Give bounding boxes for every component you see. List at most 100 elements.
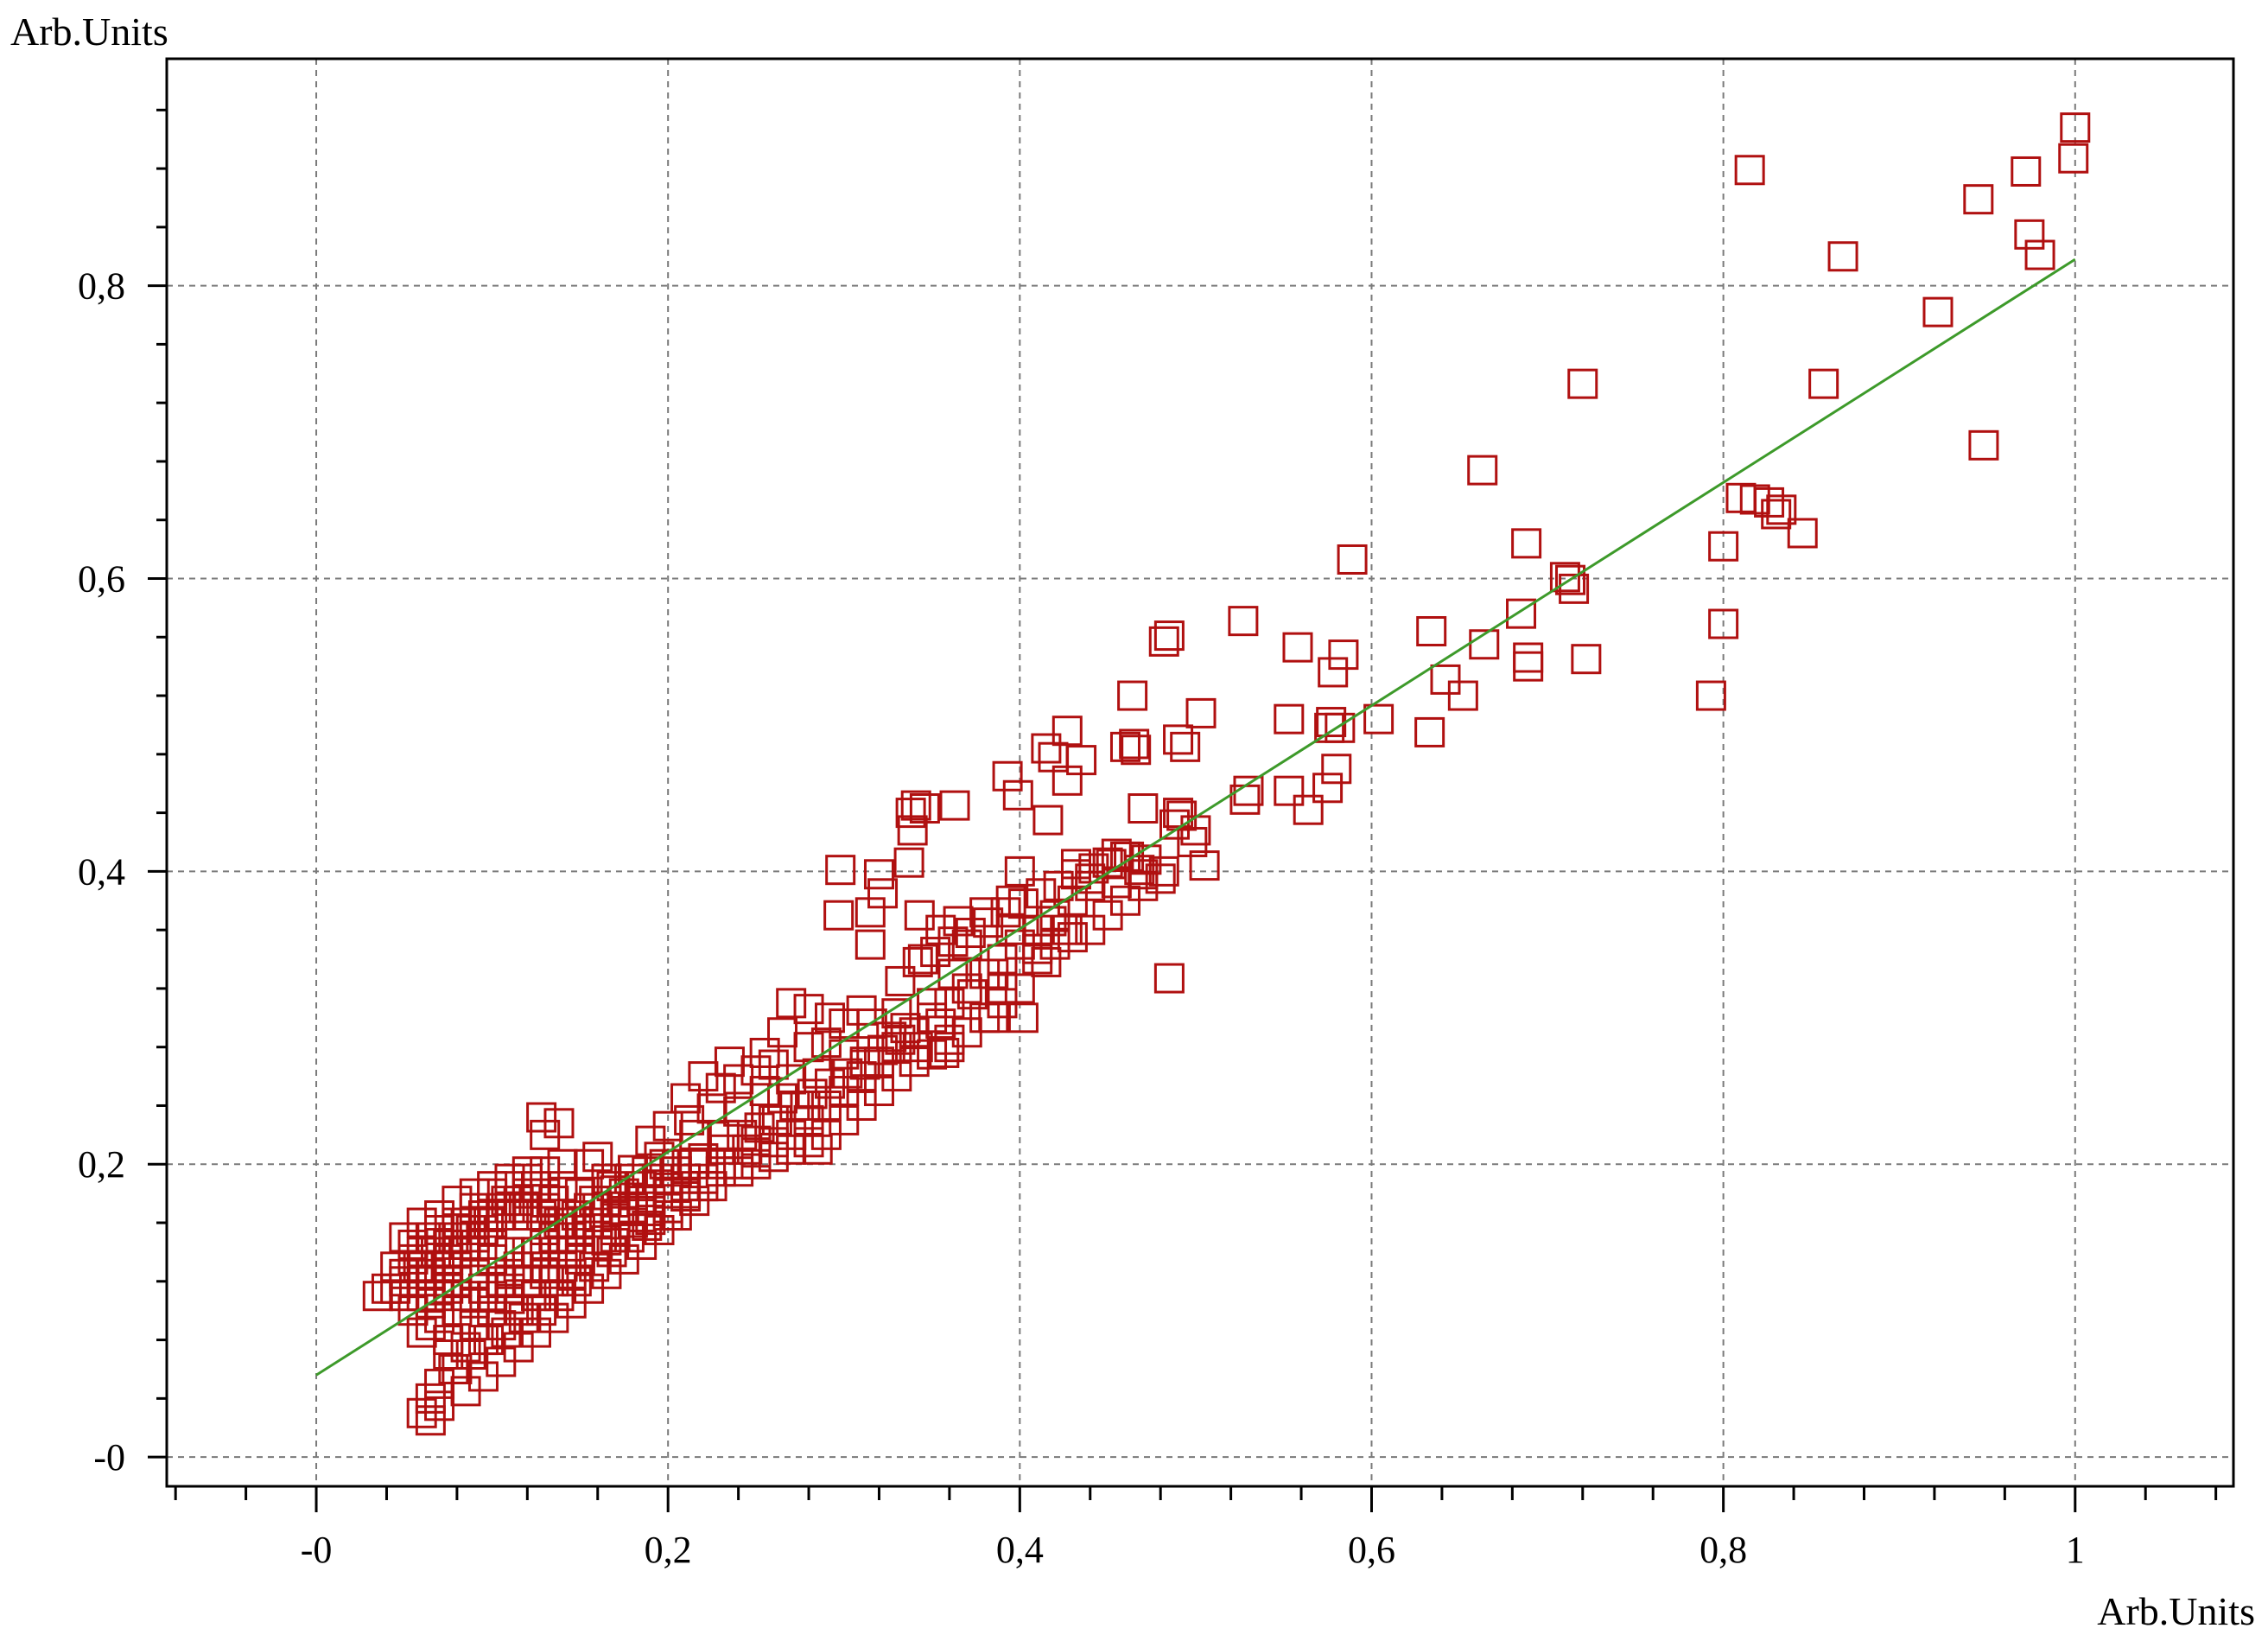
data-point	[1321, 754, 1352, 785]
data-point	[1511, 528, 1542, 559]
data-point	[1114, 841, 1145, 872]
data-point	[1467, 455, 1498, 486]
data-point	[920, 937, 951, 968]
data-point	[1057, 922, 1088, 953]
data-point	[1026, 878, 1057, 909]
data-point	[1185, 697, 1217, 728]
data-point	[1228, 606, 1259, 637]
data-point	[1968, 429, 1999, 461]
data-point	[596, 1171, 627, 1202]
data-point	[467, 1273, 499, 1304]
data-point	[854, 897, 886, 928]
data-point	[1096, 849, 1127, 880]
data-point	[406, 1397, 437, 1428]
data-point	[679, 1148, 710, 1180]
data-point	[1163, 724, 1194, 755]
data-point	[1567, 368, 1598, 399]
data-point	[867, 878, 899, 909]
data-point	[1766, 494, 1797, 525]
data-point	[1734, 155, 1765, 186]
data-point	[1963, 184, 1994, 215]
data-point	[2014, 219, 2045, 250]
data-point	[1318, 657, 1349, 688]
data-point	[1043, 870, 1074, 901]
y-tick-label: 0,2	[78, 1143, 125, 1186]
data-point	[1559, 573, 1590, 604]
fit-line-layer	[315, 258, 2076, 1377]
data-point	[1571, 644, 1602, 675]
data-point	[929, 1037, 960, 1068]
data-point	[939, 790, 970, 821]
x-tick-label: 0,6	[1348, 1529, 1395, 1571]
data-point	[749, 1037, 780, 1068]
data-point	[459, 1178, 490, 1209]
data-point	[1051, 765, 1083, 796]
data-point	[937, 926, 969, 957]
data-point	[900, 790, 931, 821]
data-point	[723, 1064, 754, 1095]
data-point	[1177, 826, 1208, 857]
data-point	[1233, 775, 1264, 806]
y-tick-label: 0,4	[78, 850, 125, 893]
data-point	[1787, 518, 1818, 549]
data-point	[767, 1017, 798, 1048]
data-point	[897, 815, 928, 846]
data-point	[455, 1214, 486, 1245]
data-point	[632, 1210, 663, 1241]
data-point	[661, 1156, 692, 1187]
data-point	[1274, 775, 1305, 806]
data-point	[767, 1083, 798, 1114]
data-point	[1312, 773, 1344, 804]
data-point	[749, 1076, 780, 1107]
data-point	[885, 965, 916, 996]
data-point	[1004, 973, 1035, 1004]
data-point	[1060, 859, 1091, 890]
data-point	[473, 1325, 505, 1356]
data-point	[1031, 946, 1062, 977]
data-point	[955, 918, 986, 949]
data-point	[917, 1039, 948, 1070]
data-point	[1922, 296, 1954, 328]
data-point	[895, 798, 926, 829]
data-point	[547, 1148, 578, 1180]
data-point	[956, 979, 988, 1010]
data-point	[1004, 855, 1035, 887]
data-point	[992, 760, 1023, 792]
data-point	[543, 1207, 575, 1238]
data-point	[1128, 793, 1159, 824]
data-point	[1159, 809, 1190, 840]
data-point	[740, 1055, 772, 1086]
data-point	[1827, 241, 1858, 272]
data-point	[1031, 733, 1062, 764]
data-point	[1328, 639, 1359, 671]
data-point	[885, 1024, 916, 1055]
data-point	[990, 897, 1021, 928]
data-point	[613, 1163, 645, 1194]
data-point	[814, 1002, 845, 1034]
data-point	[1416, 615, 1447, 646]
data-point	[2060, 112, 2091, 143]
data-point	[1163, 798, 1194, 829]
data-point	[1032, 805, 1064, 836]
data-point	[907, 944, 938, 975]
data-point	[1153, 620, 1185, 652]
data-point	[1109, 731, 1140, 762]
data-point	[1430, 664, 1461, 695]
data-point	[1274, 703, 1305, 735]
y-axis-title: Arb.Units	[10, 10, 168, 54]
data-point	[526, 1102, 557, 1133]
data-point	[1293, 794, 1324, 825]
data-point	[1119, 728, 1150, 760]
data-point	[1337, 544, 1368, 575]
x-tick-label: 0,8	[1699, 1529, 1747, 1571]
data-point	[511, 1156, 543, 1187]
x-axis-title: Arb.Units	[2097, 1589, 2255, 1633]
data-point	[863, 859, 894, 890]
data-point	[613, 1222, 645, 1253]
data-point	[1695, 680, 1726, 711]
data-point	[433, 1273, 464, 1304]
grid-lines	[167, 59, 2233, 1486]
data-points	[362, 112, 2091, 1436]
data-point	[1513, 642, 1544, 673]
x-tick-label: 1	[2066, 1529, 2085, 1571]
